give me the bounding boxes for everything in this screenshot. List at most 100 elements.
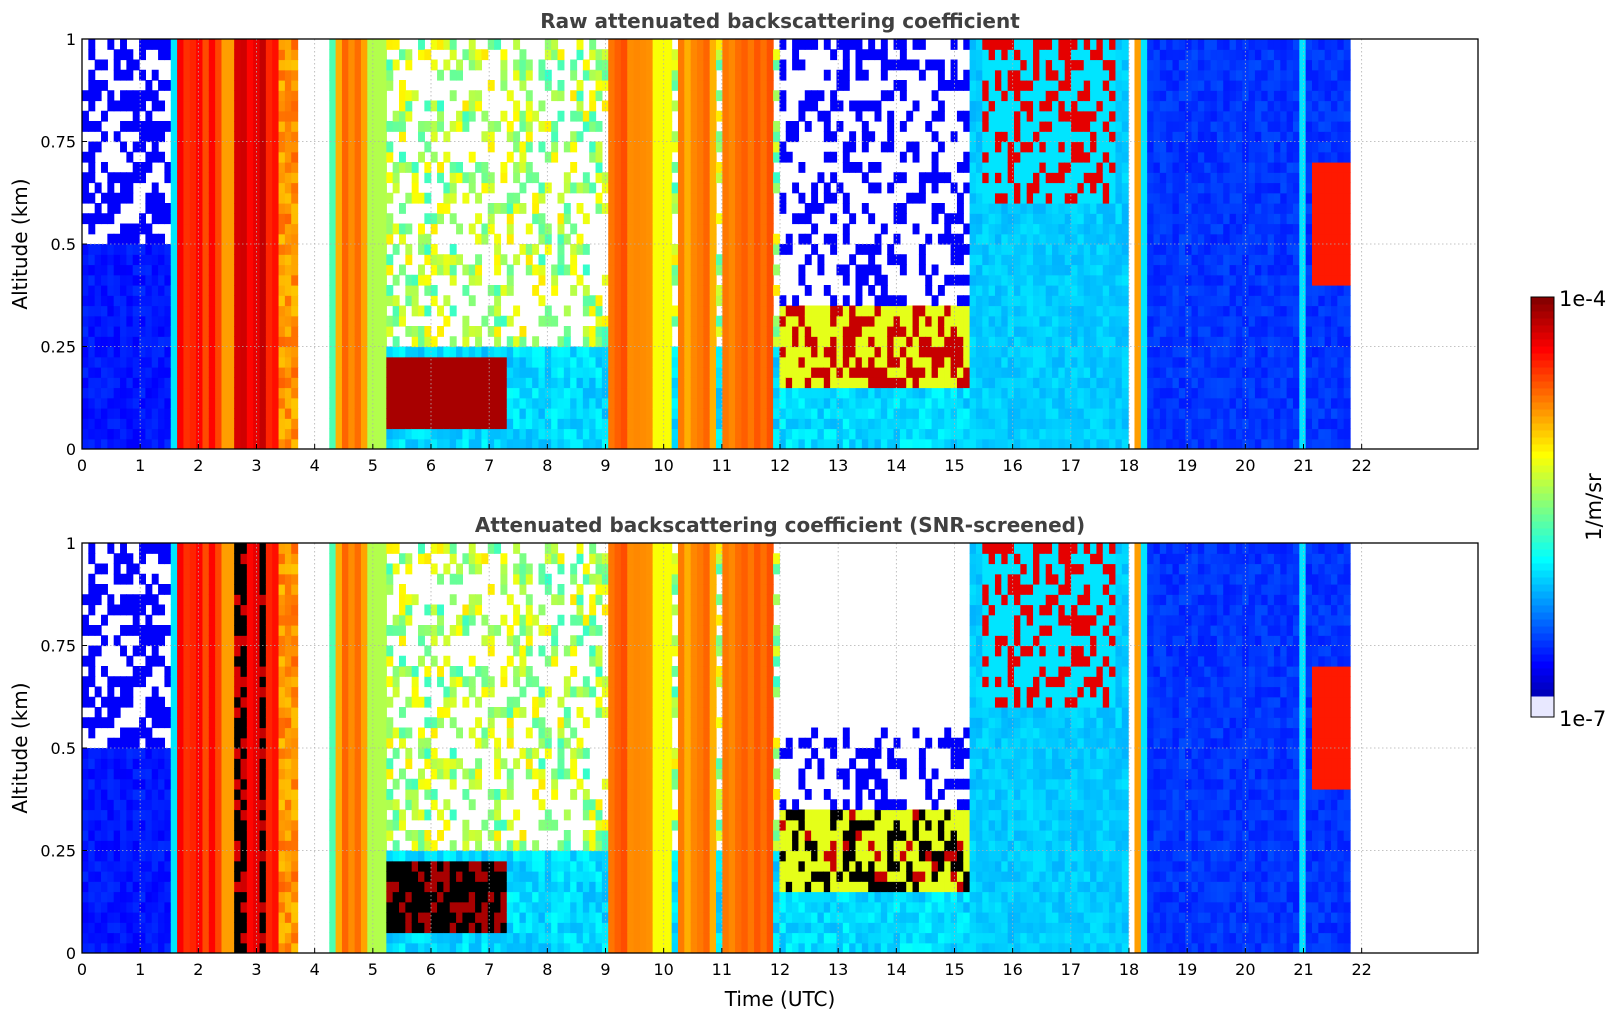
heatmap-cell: [1064, 285, 1072, 296]
heatmap-cell: [868, 367, 876, 378]
heatmap-cell: [443, 39, 451, 50]
heatmap-cell: [82, 397, 89, 409]
heatmap-cell: [424, 387, 432, 399]
heatmap-cell: [341, 326, 349, 337]
heatmap-cell: [354, 438, 362, 449]
heatmap-cell: [418, 418, 425, 430]
heatmap-cell: [208, 315, 216, 327]
heatmap-cell: [760, 80, 768, 91]
heatmap-cell: [1064, 80, 1072, 91]
heatmap-cell: [994, 141, 1002, 153]
heatmap-cell: [335, 254, 343, 266]
heatmap-cell: [278, 418, 286, 430]
heatmap-cell: [969, 397, 977, 409]
heatmap-cell: [120, 192, 127, 204]
heatmap-cell: [861, 377, 869, 389]
heatmap-cell: [373, 295, 381, 307]
heatmap-cell: [684, 39, 692, 50]
heatmap-cell: [937, 367, 945, 378]
heatmap-cell: [994, 285, 1002, 296]
heatmap-cell: [988, 397, 996, 409]
heatmap-cell: [487, 182, 495, 194]
heatmap-cell: [1001, 182, 1009, 194]
heatmap-cell: [341, 397, 349, 409]
heatmap-cell: [367, 438, 375, 449]
heatmap-cell: [779, 346, 787, 358]
heatmap-cell: [880, 356, 888, 368]
heatmap-cell: [880, 69, 888, 81]
heatmap-cell: [139, 172, 146, 184]
heatmap-cell: [899, 254, 907, 266]
heatmap-cell: [443, 397, 451, 409]
heatmap-cell: [1096, 387, 1104, 399]
heatmap-cell: [82, 336, 89, 348]
heatmap-cell: [500, 162, 508, 173]
heatmap-cell: [341, 151, 349, 163]
heatmap-cell: [373, 274, 381, 286]
heatmap-cell: [982, 428, 990, 440]
heatmap-cell: [601, 172, 609, 184]
heatmap-cell: [1090, 367, 1098, 378]
heatmap-cell: [994, 80, 1002, 91]
heatmap-cell: [183, 367, 191, 378]
heatmap-cell: [532, 336, 540, 348]
heatmap-cell: [861, 326, 869, 337]
heatmap-cell: [868, 336, 876, 348]
heatmap-cell: [544, 356, 552, 368]
heatmap-cell: [684, 408, 692, 419]
heatmap-cell: [139, 39, 146, 50]
heatmap-cell: [1077, 428, 1085, 440]
heatmap-cell: [221, 49, 229, 61]
heatmap-cell: [456, 367, 464, 378]
heatmap-cell: [284, 69, 292, 81]
heatmap-cell: [1090, 418, 1098, 430]
heatmap-cell: [379, 110, 387, 122]
heatmap-cell: [912, 305, 920, 317]
heatmap-cell: [994, 264, 1002, 276]
heatmap-cell: [1001, 397, 1009, 409]
heatmap-cell: [88, 49, 96, 61]
heatmap-cell: [367, 233, 375, 245]
heatmap-cell: [513, 377, 521, 389]
heatmap-cell: [462, 408, 470, 419]
heatmap-cell: [639, 295, 647, 307]
heatmap-cell: [411, 336, 419, 348]
heatmap-cell: [1064, 264, 1072, 276]
heatmap-cell: [1083, 285, 1091, 296]
heatmap-cell: [1045, 131, 1053, 143]
heatmap-cell: [183, 315, 191, 327]
heatmap-cell: [658, 305, 666, 317]
heatmap-cell: [145, 162, 153, 173]
heatmap-cell: [754, 110, 761, 122]
heatmap-cell: [367, 408, 375, 419]
heatmap-cell: [994, 39, 1002, 50]
heatmap-cell: [639, 244, 647, 255]
heatmap-cell: [988, 110, 996, 122]
heatmap-cell: [652, 131, 660, 143]
heatmap-cell: [1096, 80, 1104, 91]
heatmap-cell: [1077, 438, 1085, 449]
heatmap-cell: [646, 295, 654, 307]
heatmap-cell: [988, 315, 996, 327]
heatmap-cell: [627, 59, 635, 71]
heatmap-cell: [747, 233, 755, 245]
heatmap-cell: [665, 90, 673, 102]
heatmap-cell: [779, 367, 787, 378]
heatmap-cell: [411, 305, 419, 317]
heatmap-cell: [1001, 346, 1009, 358]
heatmap-cell: [259, 408, 267, 419]
heatmap-cell: [341, 49, 349, 61]
heatmap-cell: [652, 254, 660, 266]
heatmap-cell: [722, 438, 730, 449]
heatmap-cell: [367, 69, 375, 81]
heatmap-cell: [766, 59, 774, 71]
heatmap-cell: [988, 387, 996, 399]
heatmap-cell: [785, 346, 793, 358]
heatmap-cell: [265, 408, 273, 419]
heatmap-cell: [1014, 305, 1021, 317]
heatmap-cell: [126, 223, 134, 235]
heatmap-cell: [265, 244, 273, 255]
heatmap-cell: [697, 162, 704, 173]
heatmap-cell: [988, 305, 996, 317]
heatmap-cell: [405, 254, 413, 266]
